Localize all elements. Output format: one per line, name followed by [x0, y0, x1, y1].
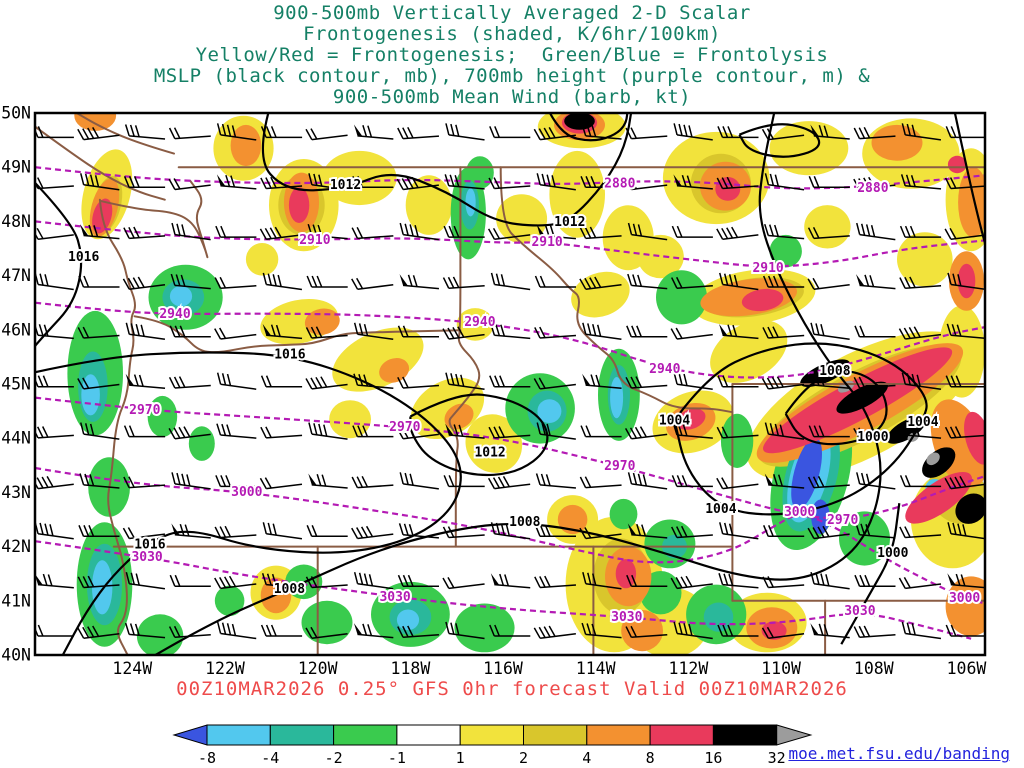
svg-text:1000: 1000 [857, 430, 888, 445]
lon-axis: 124W 122W 120W 118W 116W 114W 112W 110W 108W 106W [112, 659, 986, 678]
map-frame [33, 111, 987, 657]
svg-text:40N: 40N [1, 646, 31, 665]
contour-labels: 2880 2880 2910 2910 2910 2940 2940 2940 2970 2970… [66, 175, 982, 628]
svg-text:2970: 2970 [129, 403, 160, 418]
svg-text:3000: 3000 [231, 485, 262, 500]
colorbar-tick-label: 8 [646, 749, 655, 767]
colorbar-tick-label: -2 [325, 749, 343, 767]
credit-link[interactable]: moe.met.fsu.edu/banding [788, 744, 1010, 763]
svg-text:122W: 122W [205, 659, 245, 678]
colorbar-segment [396, 724, 461, 746]
svg-text:49N: 49N [1, 158, 31, 177]
svg-text:2940: 2940 [464, 315, 495, 330]
svg-text:1012: 1012 [330, 178, 361, 193]
colorbar-tick-label: -1 [388, 749, 406, 767]
svg-text:110W: 110W [761, 659, 801, 678]
svg-text:42N: 42N [1, 537, 31, 556]
svg-text:1012: 1012 [474, 445, 505, 460]
svg-text:48N: 48N [1, 212, 31, 231]
svg-text:1016: 1016 [68, 250, 99, 265]
svg-text:2910: 2910 [531, 235, 562, 250]
svg-text:41N: 41N [1, 591, 31, 610]
svg-text:1004: 1004 [659, 413, 690, 428]
svg-text:3030: 3030 [844, 604, 875, 619]
colorbar-segment [649, 724, 714, 746]
svg-text:50N: 50N [1, 105, 31, 123]
svg-text:1000: 1000 [877, 546, 908, 561]
colorbar-segment [333, 724, 398, 746]
svg-text:2970: 2970 [389, 420, 420, 435]
svg-text:45N: 45N [1, 375, 31, 394]
svg-text:1012: 1012 [554, 215, 585, 230]
svg-text:1008: 1008 [274, 582, 305, 597]
svg-text:2880: 2880 [857, 181, 888, 196]
svg-text:2910: 2910 [752, 261, 783, 276]
svg-text:116W: 116W [483, 659, 523, 678]
validity-text: 00Z10MAR2026 0.25° GFS 0hr forecast Vali… [176, 678, 848, 700]
svg-text:2940: 2940 [649, 362, 680, 377]
colorbar-segment [523, 724, 588, 746]
colorbar-tick-label: -4 [261, 749, 279, 767]
colorbar-segment [586, 724, 651, 746]
lat-axis: 50N 49N 48N 47N 46N 45N 44N 43N 42N 41N 40N [1, 105, 31, 665]
colorbar-segment [459, 724, 525, 746]
svg-text:1008: 1008 [509, 515, 540, 530]
svg-text:1008: 1008 [819, 364, 850, 379]
colorbar-tick-label: -8 [198, 749, 216, 767]
svg-text:47N: 47N [1, 266, 31, 285]
svg-text:106W: 106W [947, 659, 987, 678]
svg-text:3030: 3030 [611, 610, 642, 625]
colorbar-tick-label: 2 [519, 749, 528, 767]
svg-text:114W: 114W [576, 659, 616, 678]
svg-text:118W: 118W [391, 659, 431, 678]
title-line-4: MSLP (black contour, mb), 700mb height (… [153, 65, 871, 87]
svg-text:46N: 46N [1, 320, 31, 339]
svg-text:2880: 2880 [604, 177, 635, 192]
svg-text:108W: 108W [854, 659, 894, 678]
svg-text:120W: 120W [298, 659, 338, 678]
svg-text:1016: 1016 [274, 348, 305, 363]
colorbar-tick-label: 32 [768, 749, 786, 767]
height-contours [35, 166, 985, 640]
colorbar-tick-label: 1 [456, 749, 465, 767]
title-line-1: 900-500mb Vertically Averaged 2-D Scalar [273, 2, 751, 24]
svg-text:1016: 1016 [134, 537, 165, 552]
colorbar-segment [206, 724, 271, 746]
svg-text:2910: 2910 [299, 233, 330, 248]
title-line-2: Frontogenesis (shaded, K/6hr/100km) [303, 23, 721, 45]
svg-text:1004: 1004 [907, 415, 938, 430]
svg-text:3030: 3030 [379, 590, 410, 605]
figure-title: 900-500mb Vertically Averaged 2-D Scalar… [0, 3, 1024, 108]
svg-text:3000: 3000 [784, 505, 815, 520]
svg-text:2970: 2970 [604, 459, 635, 474]
svg-text:112W: 112W [669, 659, 709, 678]
svg-text:1004: 1004 [705, 502, 736, 517]
svg-text:44N: 44N [1, 429, 31, 448]
colorbar-segment [712, 724, 778, 746]
wind-barbs [35, 123, 985, 640]
colorbar-segment [269, 724, 335, 746]
title-line-5: 900-500mb Mean Wind (barb, kt) [332, 86, 692, 108]
svg-text:2970: 2970 [827, 513, 858, 528]
colorbar: -8 -4 -2 -1 1 2 4 8 16 32 [172, 724, 813, 767]
svg-text:3000: 3000 [949, 591, 980, 606]
title-line-3: Yellow/Red = Frontogenesis; Green/Blue =… [195, 44, 829, 66]
colorbar-tick-label: 16 [704, 749, 722, 767]
svg-text:124W: 124W [112, 659, 152, 678]
map-canvas: 2880 2880 2910 2910 2910 2940 2940 2940 2970 2970… [1, 105, 987, 678]
svg-text:3030: 3030 [131, 550, 162, 565]
svg-text:43N: 43N [1, 483, 31, 502]
colorbar-left-arrow [172, 724, 208, 746]
colorbar-right-arrow [776, 724, 813, 746]
svg-text:2940: 2940 [159, 307, 190, 322]
map-inner: 2880 2880 2910 2910 2910 2940 2940 2940 2970 2970… [35, 113, 985, 655]
colorbar-tick-label: 4 [582, 749, 591, 767]
